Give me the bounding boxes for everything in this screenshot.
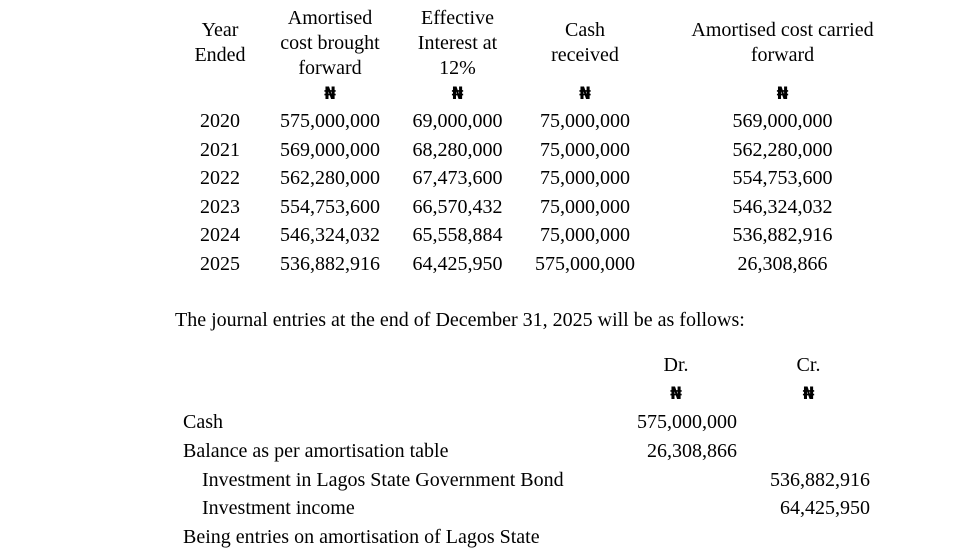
entry-credit bbox=[747, 523, 870, 549]
naira-symbol: ₦ bbox=[670, 383, 682, 404]
cell-carried-forward: 26,308,866 bbox=[737, 252, 828, 275]
entry-credit: 536,882,916 bbox=[770, 468, 870, 491]
entry-label: Balance as per amortisation table bbox=[183, 439, 449, 462]
entry-credit bbox=[747, 408, 870, 437]
table-row: 2023 554,753,600 66,570,432 75,000,000 5… bbox=[175, 193, 915, 222]
column-header-year-ended: Year Ended bbox=[194, 19, 246, 66]
table-row: 2025 536,882,916 64,425,950 575,000,000 … bbox=[175, 250, 915, 279]
empty-cell bbox=[737, 494, 747, 523]
empty-cell bbox=[175, 82, 265, 107]
entry-credit bbox=[747, 437, 870, 466]
cell-year: 2024 bbox=[200, 224, 240, 247]
table-row: 2022 562,280,000 67,473,600 75,000,000 5… bbox=[175, 164, 915, 193]
entry-debit bbox=[615, 523, 737, 549]
amortisation-table: Year Ended Amortised cost brought forwar… bbox=[175, 4, 915, 279]
empty-cell bbox=[737, 523, 747, 549]
cell-cash-received: 75,000,000 bbox=[540, 167, 630, 190]
cell-cash-received: 75,000,000 bbox=[540, 195, 630, 218]
empty-cell bbox=[183, 351, 615, 380]
cell-brought-forward: 536,882,916 bbox=[280, 252, 380, 275]
journal-header-row: Dr. Cr. bbox=[183, 351, 870, 380]
cr-column-header: Cr. bbox=[796, 354, 821, 377]
journal-currency-row: ₦ ₦ bbox=[183, 380, 870, 409]
journal-entry-row: Being entries on amortisation of Lagos S… bbox=[183, 523, 870, 549]
empty-cell bbox=[737, 466, 747, 495]
naira-symbol: ₦ bbox=[776, 84, 789, 104]
entry-credit: 64,425,950 bbox=[780, 497, 870, 520]
table-header-row: Year Ended Amortised cost brought forwar… bbox=[175, 4, 915, 82]
naira-symbol: ₦ bbox=[324, 84, 336, 104]
cell-carried-forward: 569,000,000 bbox=[732, 110, 833, 132]
journal-entries-table: Dr. Cr. ₦ ₦ Cash 575,000,000 Balance as … bbox=[183, 351, 870, 549]
cell-effective-interest: 67,473,600 bbox=[412, 167, 503, 190]
entry-label: Investment income bbox=[202, 497, 355, 520]
column-header-brought-forward: Amortised cost brought forward bbox=[280, 6, 380, 79]
table-row: 2021 569,000,000 68,280,000 75,000,000 5… bbox=[175, 136, 915, 165]
journal-entry-row: Balance as per amortisation table 26,308… bbox=[183, 437, 870, 466]
table-row: 2020 575,000,000 69,000,000 75,000,000 5… bbox=[175, 107, 915, 136]
cell-effective-interest: 64,425,950 bbox=[412, 252, 503, 275]
naira-symbol: ₦ bbox=[579, 84, 591, 104]
cell-brought-forward: 562,280,000 bbox=[280, 167, 380, 190]
table-row: 2024 546,324,032 65,558,884 75,000,000 5… bbox=[175, 221, 915, 250]
cell-brought-forward: 569,000,000 bbox=[280, 138, 380, 161]
cell-brought-forward: 554,753,600 bbox=[280, 195, 380, 218]
empty-cell bbox=[737, 408, 747, 437]
column-header-effective-interest: Effective Interest at 12% bbox=[417, 6, 498, 79]
journal-intro-text: The journal entries at the end of Decemb… bbox=[175, 308, 745, 331]
entry-debit bbox=[615, 466, 737, 495]
entry-debit: 26,308,866 bbox=[647, 439, 737, 462]
cell-year: 2020 bbox=[200, 110, 240, 132]
dr-column-header: Dr. bbox=[663, 354, 689, 377]
cell-year: 2021 bbox=[200, 138, 240, 161]
cell-effective-interest: 69,000,000 bbox=[412, 110, 503, 132]
cell-cash-received: 75,000,000 bbox=[540, 224, 630, 247]
cell-cash-received: 575,000,000 bbox=[535, 252, 635, 275]
column-header-carried-forward: Amortised cost carried forward bbox=[691, 19, 874, 66]
entry-label: Cash bbox=[183, 411, 223, 434]
cell-brought-forward: 575,000,000 bbox=[280, 110, 380, 132]
naira-symbol: ₦ bbox=[451, 84, 464, 104]
journal-entry-row: Investment in Lagos State Government Bon… bbox=[183, 466, 870, 495]
cell-effective-interest: 68,280,000 bbox=[412, 138, 503, 161]
journal-entry-row: Investment income 64,425,950 bbox=[183, 494, 870, 523]
empty-cell bbox=[183, 380, 615, 409]
naira-symbol: ₦ bbox=[802, 383, 815, 404]
entry-debit: 575,000,000 bbox=[637, 411, 737, 434]
entry-debit bbox=[615, 494, 737, 523]
cell-carried-forward: 536,882,916 bbox=[732, 224, 833, 247]
cell-year: 2022 bbox=[200, 167, 240, 190]
cell-year: 2023 bbox=[200, 195, 240, 218]
cell-effective-interest: 65,558,884 bbox=[412, 224, 503, 247]
entry-narration: Being entries on amortisation of Lagos S… bbox=[183, 525, 540, 548]
cell-brought-forward: 546,324,032 bbox=[280, 224, 380, 247]
empty-cell bbox=[737, 437, 747, 466]
cell-year: 2025 bbox=[200, 252, 240, 275]
empty-cell bbox=[737, 380, 747, 409]
entry-label: Investment in Lagos State Government Bon… bbox=[202, 468, 564, 491]
empty-cell bbox=[737, 351, 747, 380]
cell-cash-received: 75,000,000 bbox=[540, 110, 630, 132]
journal-entry-row: Cash 575,000,000 bbox=[183, 408, 870, 437]
currency-row: ₦ ₦ ₦ ₦ bbox=[175, 82, 915, 107]
cell-carried-forward: 554,753,600 bbox=[732, 167, 833, 190]
column-header-cash-received: Cash received bbox=[551, 19, 619, 66]
cell-effective-interest: 66,570,432 bbox=[412, 195, 503, 218]
cell-carried-forward: 562,280,000 bbox=[732, 138, 833, 161]
cell-carried-forward: 546,324,032 bbox=[732, 195, 833, 218]
cell-cash-received: 75,000,000 bbox=[540, 138, 630, 161]
